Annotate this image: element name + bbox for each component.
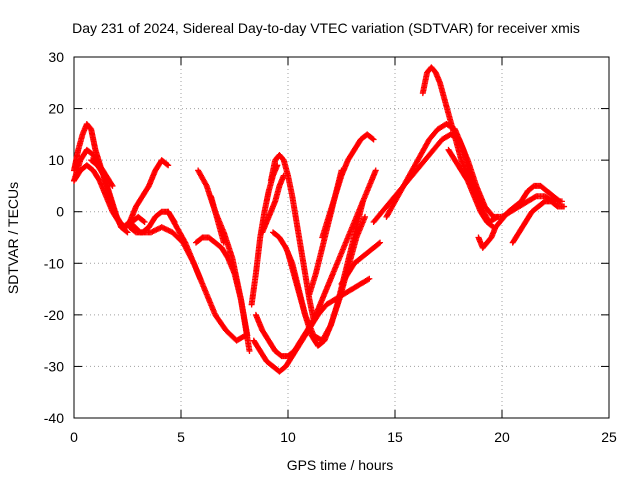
- x-tick-label: 0: [70, 429, 78, 445]
- x-tick-label: 25: [601, 429, 617, 445]
- data-point: [164, 161, 171, 168]
- data-point: [109, 182, 116, 189]
- data-point: [366, 275, 373, 282]
- data-point: [377, 239, 384, 246]
- x-tick-label: 5: [177, 429, 185, 445]
- tick-labels: 0 5 10 15 20 25 -40 -30 -20 -10 0 10 20 30: [44, 49, 617, 445]
- data-point: [310, 317, 317, 324]
- data-point: [165, 162, 172, 169]
- series-arc-14: [259, 172, 287, 236]
- data-point: [141, 219, 148, 226]
- series-arc-26: [509, 198, 568, 246]
- data-point: [561, 203, 568, 210]
- data-point: [124, 229, 131, 236]
- y-tick-label: 20: [48, 101, 64, 117]
- data-point: [555, 197, 562, 204]
- series-arc-25: [475, 182, 563, 251]
- data-points: [71, 64, 568, 375]
- x-tick-label: 15: [387, 429, 403, 445]
- y-tick-label: 0: [56, 204, 64, 220]
- plot-frame: [73, 56, 610, 419]
- data-point: [338, 167, 345, 174]
- chart-title: Day 231 of 2024, Sidereal Day-to-day VTE…: [72, 20, 580, 36]
- data-point: [140, 218, 147, 225]
- series-arc-10: [207, 193, 227, 246]
- series-arc-20: [338, 239, 384, 287]
- x-tick-label: 20: [494, 429, 510, 445]
- y-axis-label: SDTVAR / TECUs: [5, 182, 21, 294]
- series-arc-17: [285, 213, 369, 344]
- data-point: [375, 240, 382, 247]
- series-arc-24: [445, 146, 497, 231]
- y-tick-label: 30: [48, 49, 64, 65]
- data-point: [372, 167, 379, 174]
- data-point: [359, 198, 366, 205]
- axis-ticks: [73, 56, 610, 419]
- series-arc-12: [252, 167, 379, 360]
- data-point: [123, 228, 130, 235]
- y-tick-label: -40: [44, 410, 64, 426]
- x-tick-label: 10: [280, 429, 296, 445]
- series-arc-19: [306, 167, 345, 298]
- series-arc-7: [126, 219, 249, 344]
- y-tick-label: -30: [44, 358, 64, 374]
- x-axis-label: GPS time / hours: [287, 457, 394, 473]
- y-tick-label: -10: [44, 255, 64, 271]
- data-point: [220, 239, 227, 246]
- y-tick-label: 10: [48, 152, 64, 168]
- data-point: [493, 214, 500, 221]
- y-tick-label: -20: [44, 307, 64, 323]
- data-point: [556, 198, 563, 205]
- data-point: [365, 276, 372, 283]
- data-point: [362, 213, 369, 220]
- data-point: [494, 213, 501, 220]
- data-point: [246, 347, 253, 354]
- data-point: [370, 136, 377, 143]
- data-point: [369, 135, 376, 142]
